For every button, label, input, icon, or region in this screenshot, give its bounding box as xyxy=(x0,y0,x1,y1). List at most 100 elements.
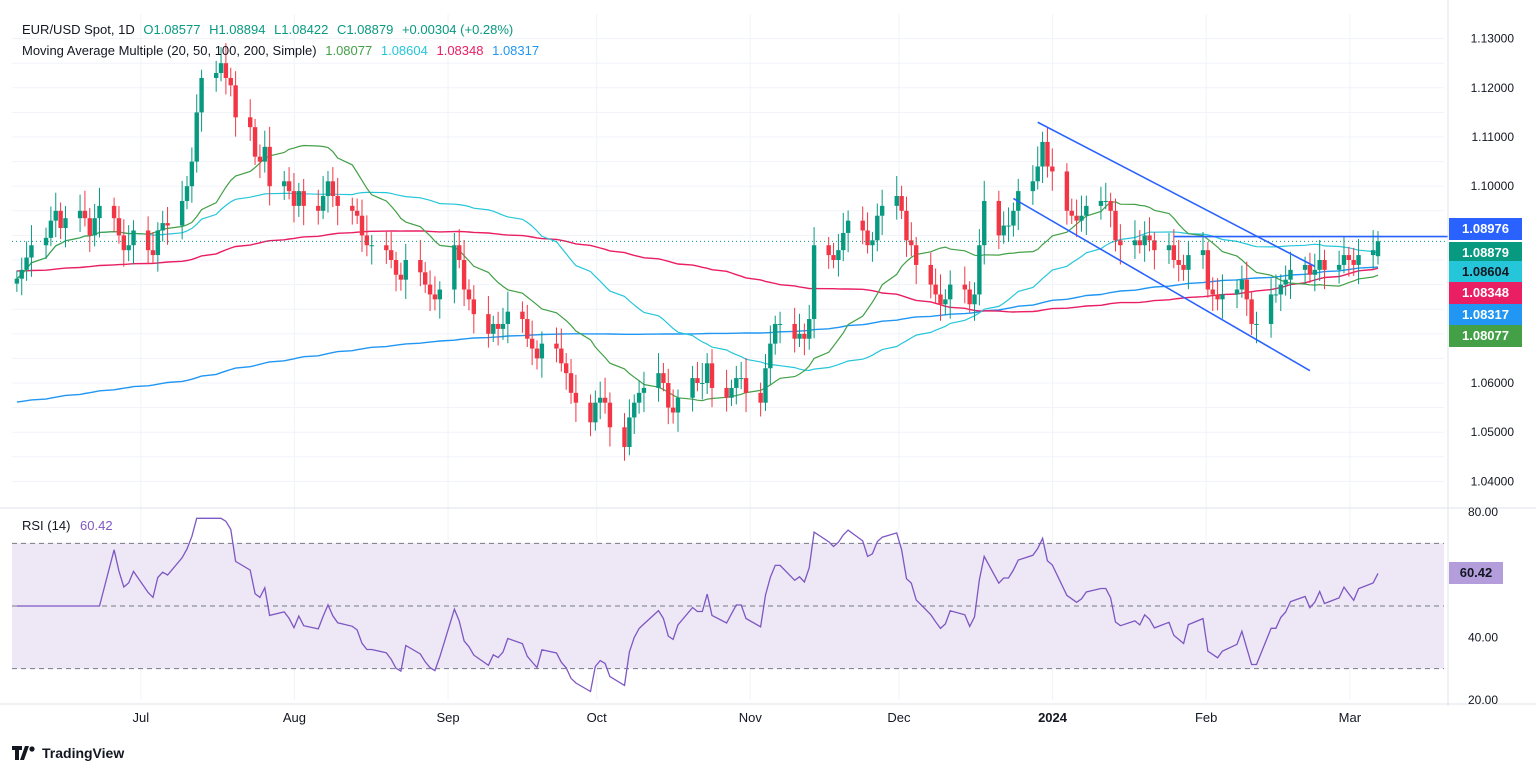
candle-body xyxy=(1254,323,1259,325)
time-tick-label: Jul xyxy=(133,710,150,725)
candle-body xyxy=(661,373,666,383)
candle-body xyxy=(675,397,681,413)
candle-body xyxy=(82,210,88,219)
rsi-tick-label: 20.00 xyxy=(1468,693,1498,707)
candle-body xyxy=(388,250,394,260)
candle-body xyxy=(797,333,802,339)
candle-body xyxy=(1132,240,1138,246)
candle-body xyxy=(1040,141,1045,167)
tradingview-logo[interactable]: TradingView xyxy=(12,745,124,761)
ma50-line xyxy=(16,191,1379,372)
candle-body xyxy=(962,284,967,290)
time-tick-label: Mar xyxy=(1339,710,1362,725)
candle-body xyxy=(1181,264,1186,270)
candle-body xyxy=(1273,294,1279,296)
candle-body xyxy=(904,210,909,241)
candle-body xyxy=(325,181,331,197)
candle-body xyxy=(768,343,773,369)
candle-body xyxy=(1336,264,1342,270)
candle-body xyxy=(1011,210,1016,226)
ma200-line xyxy=(16,266,1379,403)
candle-body xyxy=(495,323,501,329)
candle-body xyxy=(777,323,783,325)
channel-lower xyxy=(1013,197,1311,372)
candle-body xyxy=(826,245,831,256)
candle-body xyxy=(1268,294,1274,324)
rsi-header: RSI (14) 60.42 xyxy=(22,518,113,533)
candle-body xyxy=(1283,279,1288,285)
candle-body xyxy=(773,323,778,344)
rsi-value: 60.42 xyxy=(80,518,113,533)
candle-body xyxy=(1030,181,1036,192)
candle-body xyxy=(724,387,729,398)
candle-body xyxy=(1307,264,1313,275)
candle-body xyxy=(695,378,700,383)
candle-body xyxy=(155,230,161,256)
candle-body xyxy=(432,294,438,300)
candle-body xyxy=(729,387,734,398)
candle-body xyxy=(19,269,24,279)
candle-body xyxy=(622,427,627,447)
candle-body xyxy=(1079,215,1084,221)
time-tick-label: 2024 xyxy=(1038,710,1068,725)
candle-body xyxy=(709,363,715,388)
price-tick-label: 1.06000 xyxy=(1471,376,1515,390)
candle-body xyxy=(486,314,491,334)
candle-body xyxy=(909,240,914,246)
candle-body xyxy=(802,333,807,339)
candle-body xyxy=(1205,250,1211,290)
candle-body xyxy=(1098,200,1104,206)
candle-body xyxy=(1137,240,1143,246)
candle-body xyxy=(1312,269,1318,275)
candle-body xyxy=(14,278,20,284)
candle-body xyxy=(811,245,817,320)
tag-ma50: 1.08604 xyxy=(1449,261,1522,283)
candle-body xyxy=(116,218,122,236)
close-value: C1.08879 xyxy=(336,22,394,37)
candle-body xyxy=(559,348,564,364)
candle-body xyxy=(427,284,433,295)
candle-body xyxy=(29,245,34,258)
candle-body xyxy=(1074,215,1079,221)
candle-body xyxy=(938,294,943,305)
candle-body xyxy=(1108,200,1113,211)
price-tick-label: 1.11000 xyxy=(1472,130,1515,144)
candle-body xyxy=(233,85,238,118)
ma20-value: 1.08077 xyxy=(325,43,373,58)
ma100-value: 1.08348 xyxy=(436,43,484,58)
candle-body xyxy=(977,245,982,295)
candle-body xyxy=(1210,289,1215,295)
candle-body xyxy=(792,323,797,339)
candle-body xyxy=(632,402,637,418)
candle-body xyxy=(593,402,598,423)
tag-resistance: 1.08976 xyxy=(1449,218,1522,240)
rsi-path xyxy=(16,517,1379,693)
ma200-path xyxy=(16,266,1379,403)
candle-body xyxy=(63,218,68,229)
candle-body xyxy=(121,235,127,251)
candle-body xyxy=(627,417,632,447)
candle-body xyxy=(1341,255,1347,265)
candle-body xyxy=(807,319,812,339)
price-tick-label: 1.04000 xyxy=(1471,474,1515,488)
candle-body xyxy=(296,191,302,206)
candle-body xyxy=(1356,255,1361,265)
rsi-line xyxy=(16,517,1379,693)
candle-body xyxy=(894,196,899,206)
tag-rsi: 60.42 xyxy=(1449,562,1503,584)
candle-body xyxy=(943,299,948,305)
time-tick-label: Feb xyxy=(1195,710,1217,725)
candle-body xyxy=(282,181,287,187)
candle-body xyxy=(184,186,190,201)
open-value: O1.08577 xyxy=(143,22,201,37)
candle-body xyxy=(1035,166,1040,182)
candle-body xyxy=(636,392,642,403)
rsi-tick-label: 80.00 xyxy=(1468,505,1498,519)
candle-body xyxy=(1288,269,1293,280)
tag-ma100: 1.08348 xyxy=(1449,282,1522,304)
candle-body xyxy=(87,218,92,236)
price-tick-label: 1.05000 xyxy=(1471,425,1515,439)
candle-body xyxy=(875,215,880,241)
candle-body xyxy=(588,402,593,423)
